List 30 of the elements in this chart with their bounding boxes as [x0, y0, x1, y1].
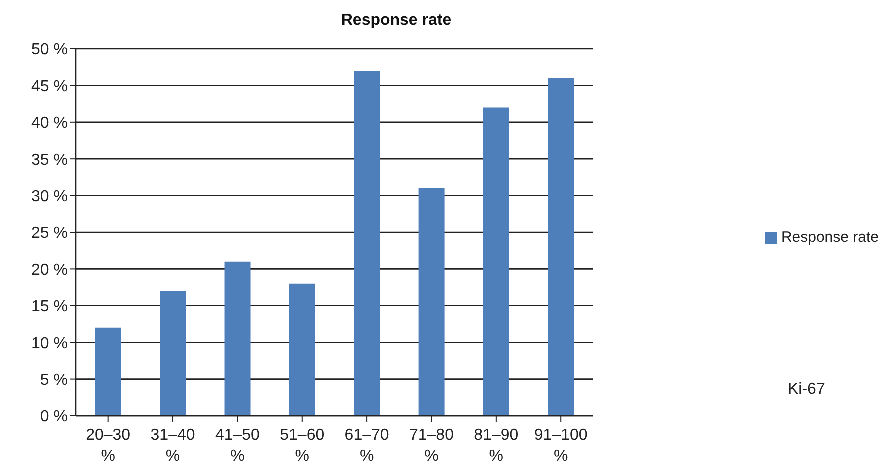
bar — [95, 328, 122, 416]
bar — [224, 262, 251, 416]
y-tick-label: 0 % — [40, 408, 68, 426]
legend-label: Response rate — [781, 228, 879, 246]
chart-title: Response rate — [340, 12, 453, 30]
y-tick-label: 25 % — [32, 225, 68, 242]
x-tick-label: 41–50 % — [215, 427, 260, 465]
bar — [354, 71, 380, 416]
x-tick-label: 51–60 % — [280, 427, 325, 465]
y-tick-label: 5 % — [40, 372, 68, 389]
x-tick-label: 71–80 % — [409, 427, 454, 465]
y-tick-label: 15 % — [32, 298, 68, 316]
x-tick-label: 31–40 % — [150, 427, 196, 465]
x-tick-label: 20–30 % — [86, 427, 131, 465]
bar — [160, 291, 186, 416]
x-tick-label: 91–100 % — [534, 427, 588, 465]
y-tick-label: 30 % — [32, 188, 68, 206]
bar — [289, 284, 316, 416]
bar — [483, 108, 510, 416]
bar — [548, 78, 574, 416]
y-tick-label: 10 % — [32, 335, 68, 352]
x-tick-label: 81–90 % — [474, 427, 519, 465]
y-tick-label: 20 % — [32, 262, 68, 279]
y-tick-label: 40 % — [32, 115, 68, 132]
y-tick-label: 35 % — [32, 152, 68, 169]
bar — [418, 188, 445, 416]
y-tick-label: 45 % — [32, 78, 68, 96]
x-tick-label: 61–70 % — [344, 427, 390, 465]
y-tick-label: 50 % — [32, 42, 68, 59]
text: Ki-67 — [788, 381, 826, 399]
